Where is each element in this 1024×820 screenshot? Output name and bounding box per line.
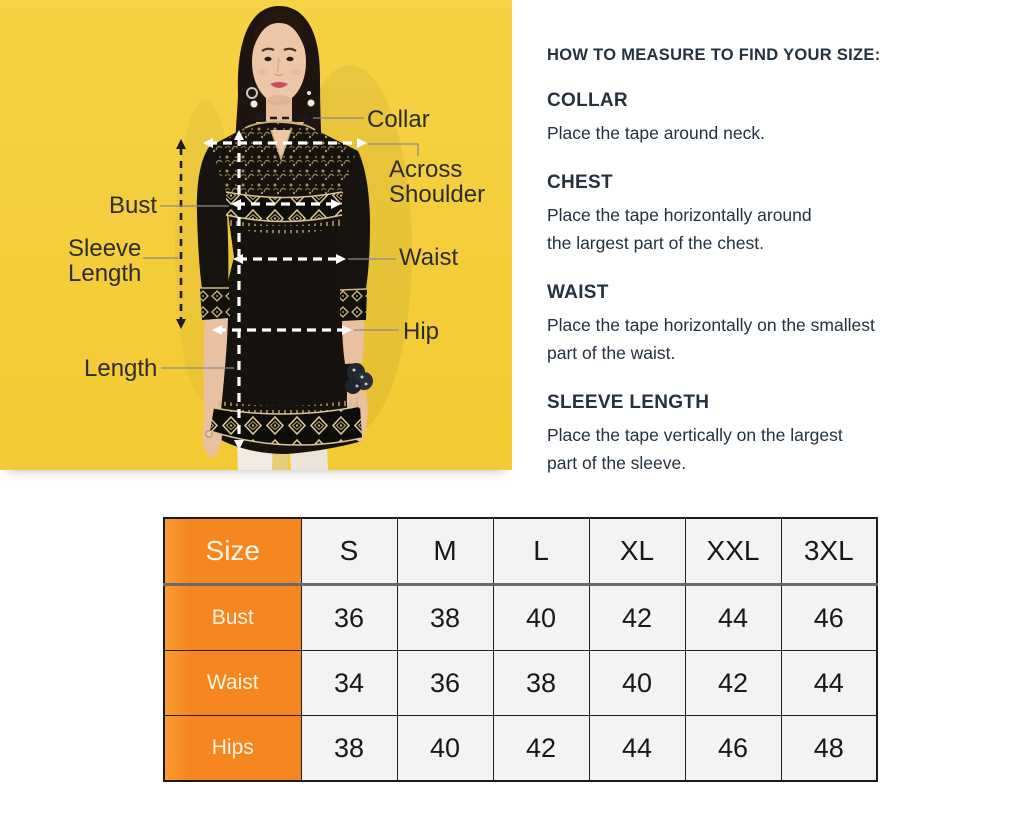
table-cell: 40	[396, 715, 494, 782]
column-header-3xl: 3XL	[780, 517, 878, 586]
table-header-row: Size S M L XL XXL 3XL	[163, 517, 878, 586]
table-cell: 42	[492, 715, 590, 782]
length-label: Length	[84, 355, 157, 382]
column-header-size: Size	[163, 517, 302, 586]
section-waist-title: WAIST	[547, 282, 609, 303]
table-cell: 38	[300, 715, 398, 782]
table-cell: 44	[588, 715, 686, 782]
kurti-right-sleeve	[339, 151, 370, 290]
section-sleeve-length-body: Place the tape vertically on the largest…	[547, 425, 843, 473]
sleeve-length-measure-line	[176, 139, 186, 329]
column-header-xxl: XXL	[684, 517, 782, 586]
left-cuff	[200, 287, 230, 320]
column-header-xl: XL	[588, 517, 686, 586]
table-cell: 42	[684, 650, 782, 716]
section-collar-title: COLLAR	[547, 90, 628, 111]
earrings	[246, 87, 315, 108]
column-header-l: L	[492, 517, 590, 586]
collar-label: Collar	[367, 106, 430, 133]
section-collar-body: Place the tape around neck.	[547, 123, 765, 143]
table-cell: 48	[780, 715, 878, 782]
instructions-heading: HOW TO MEASURE TO FIND YOUR SIZE:	[547, 46, 881, 64]
measurement-figure-panel: Collar Across Shoulder Bust Sleeve Lengt…	[0, 0, 512, 470]
right-cuff	[339, 288, 368, 321]
row-label-bust: Bust	[163, 584, 302, 651]
section-sleeve-length-title: SLEEVE LENGTH	[547, 392, 710, 413]
model-illustration: Collar Across Shoulder Bust Sleeve Lengt…	[0, 0, 512, 470]
table-cell: 44	[780, 650, 878, 716]
row-label-hips: Hips	[163, 715, 302, 782]
chest-band	[225, 191, 343, 234]
table-cell: 38	[396, 584, 494, 651]
column-header-m: M	[396, 517, 494, 586]
table-row-waist: Waist 34 36 38 40 42 44	[163, 650, 878, 716]
waist-label: Waist	[399, 244, 458, 271]
section-waist: WAIST Place the tape horizontally on the…	[547, 282, 979, 367]
leader-lines	[143, 117, 419, 369]
collar-measure-line	[254, 114, 312, 122]
neckline-notch	[271, 130, 291, 159]
table-cell: 40	[492, 584, 590, 651]
table-cell: 40	[588, 650, 686, 716]
section-chest-title: CHEST	[547, 172, 613, 193]
table-cell: 36	[396, 650, 494, 716]
section-sleeve-length: SLEEVE LENGTH Place the tape vertically …	[547, 392, 979, 477]
length-measure-line	[234, 130, 244, 450]
section-chest: CHEST Place the tape horizontally around…	[547, 172, 979, 257]
gold-yoke	[212, 122, 356, 197]
sleeve-length-label-line1: Sleeve	[68, 235, 141, 262]
sleeve-length-label-line2: Length	[68, 260, 141, 287]
ring	[205, 429, 214, 438]
section-chest-body: Place the tape horizontally around the l…	[547, 205, 812, 253]
table-cell: 44	[684, 584, 782, 651]
table-cell: 46	[780, 584, 878, 651]
column-header-s: S	[300, 517, 398, 586]
model-face	[252, 9, 306, 105]
across-shoulder-label-line2: Shoulder	[389, 181, 485, 208]
size-chart-table: Size S M L XL XXL 3XL Bust 36 38 40 42 4…	[163, 517, 878, 782]
bust-label: Bust	[109, 192, 157, 219]
instructions-panel: HOW TO MEASURE TO FIND YOUR SIZE: COLLAR…	[547, 46, 979, 477]
table-cell: 38	[492, 650, 590, 716]
hip-label: Hip	[403, 318, 439, 345]
table-cell: 46	[684, 715, 782, 782]
across-shoulder-label-line1: Across	[389, 156, 462, 183]
table-row-hips: Hips 38 40 42 44 46 48	[163, 715, 878, 782]
table-cell: 42	[588, 584, 686, 651]
table-row-bust: Bust 36 38 40 42 44 46	[163, 584, 878, 651]
hem-band	[209, 398, 363, 446]
section-collar: COLLAR Place the tape around neck.	[547, 90, 979, 147]
bracelet	[345, 363, 373, 394]
across-shoulder-measure-line	[203, 138, 367, 148]
row-label-waist: Waist	[163, 650, 302, 716]
neckline-trim	[244, 120, 316, 131]
table-cell: 34	[300, 650, 398, 716]
section-waist-body: Place the tape horizontally on the small…	[547, 315, 875, 363]
kurti-left-sleeve	[196, 147, 229, 288]
table-cell: 36	[300, 584, 398, 651]
